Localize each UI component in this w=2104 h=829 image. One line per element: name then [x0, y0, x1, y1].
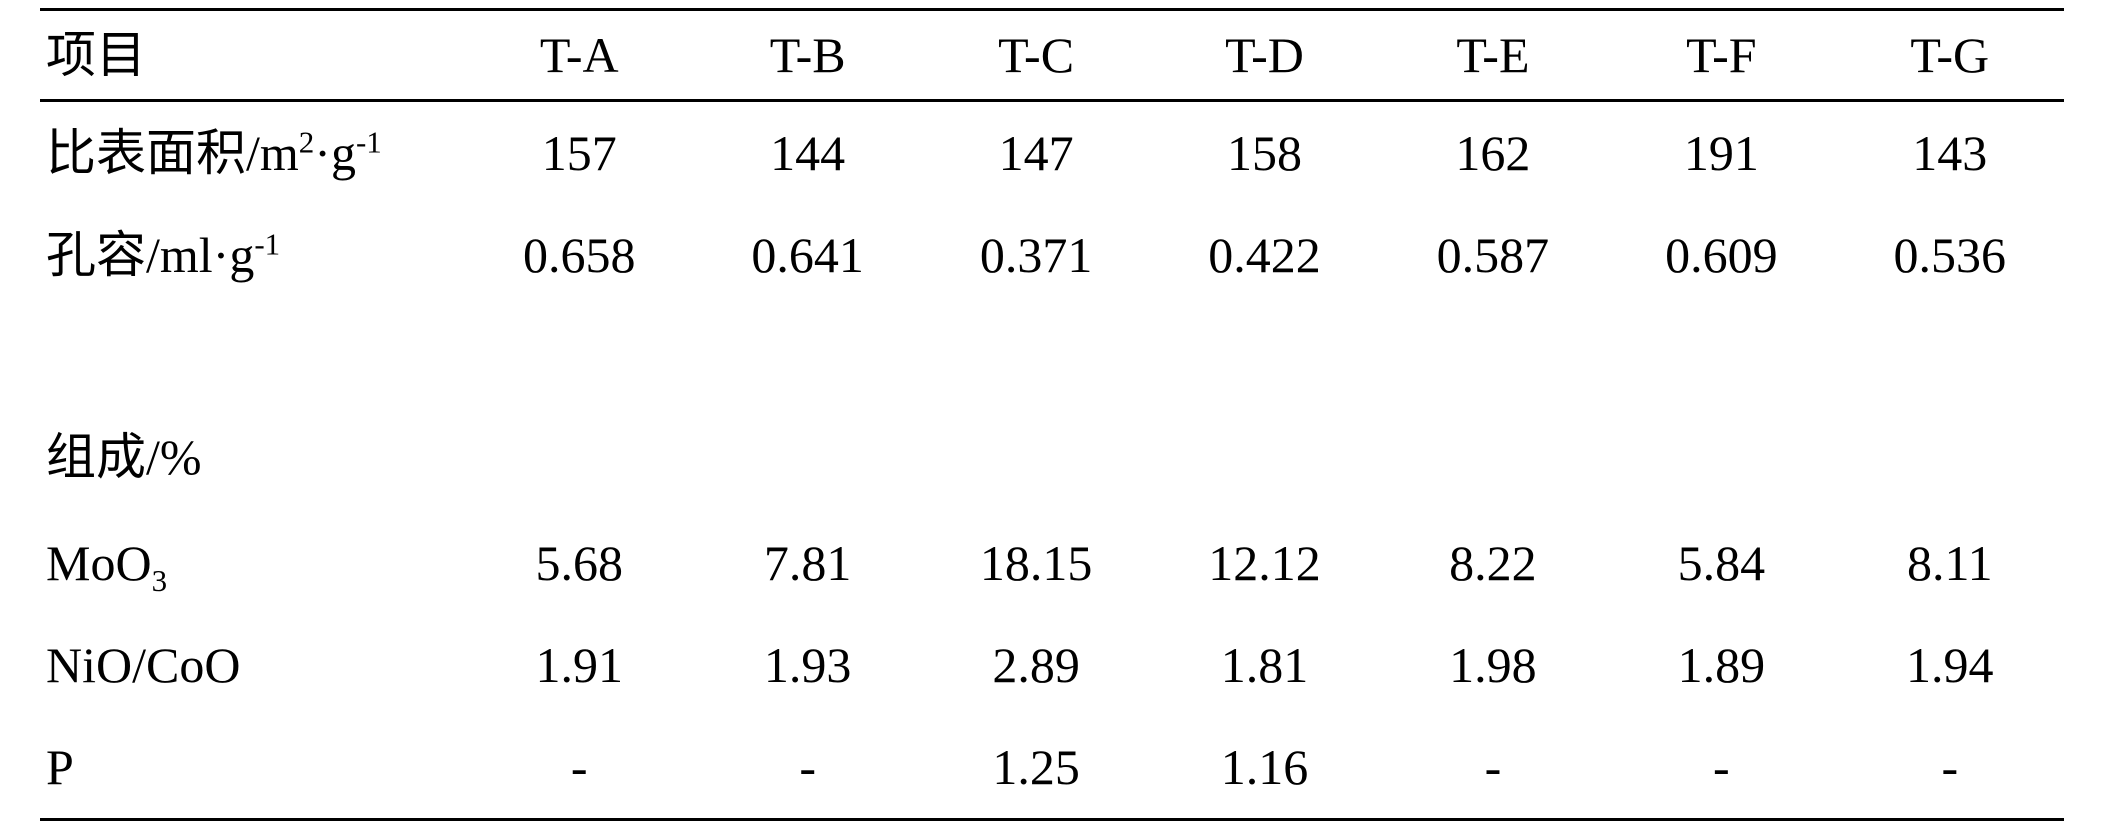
column-header-te: T-E — [1379, 10, 1607, 101]
column-header-tb: T-B — [693, 10, 921, 101]
table-cell: 1.81 — [1150, 614, 1378, 716]
table-cell: 1.16 — [1150, 716, 1378, 820]
row-label-nio-coo: NiO/CoO — [40, 614, 465, 716]
table-cell: 12.12 — [1150, 512, 1378, 614]
table-cell: 147 — [922, 101, 1150, 205]
row-label-p: P — [40, 716, 465, 820]
table-row: 比表面积/m2·g-1 157 144 147 158 162 191 143 — [40, 101, 2064, 205]
table-cell: 7.81 — [693, 512, 921, 614]
table-row: 孔容/ml·g-1 0.658 0.641 0.371 0.422 0.587 … — [40, 204, 2064, 306]
table-cell: - — [693, 716, 921, 820]
table-cell: 0.371 — [922, 204, 1150, 306]
table-cell: - — [1836, 716, 2064, 820]
table-cell: 1.89 — [1607, 614, 1835, 716]
table-cell: 5.68 — [465, 512, 693, 614]
table-cell-empty — [1150, 306, 1378, 512]
table-cell: 0.587 — [1379, 204, 1607, 306]
table-cell-empty — [1836, 306, 2064, 512]
column-header-ta: T-A — [465, 10, 693, 101]
column-header-td: T-D — [1150, 10, 1378, 101]
table-cell-empty — [465, 306, 693, 512]
table-cell: 1.25 — [922, 716, 1150, 820]
table-cell: 1.93 — [693, 614, 921, 716]
row-label-moo3: MoO3 — [40, 512, 465, 614]
column-header-item: 项目 — [40, 10, 465, 101]
column-header-tg: T-G — [1836, 10, 2064, 101]
table-cell: 0.641 — [693, 204, 921, 306]
table-cell-empty — [1379, 306, 1607, 512]
table-cell-empty — [922, 306, 1150, 512]
column-header-tf: T-F — [1607, 10, 1835, 101]
table-header-row: 项目 T-A T-B T-C T-D T-E T-F T-G — [40, 10, 2064, 101]
table-section-row: 组成/% — [40, 306, 2064, 512]
table-cell: 0.658 — [465, 204, 693, 306]
row-label-composition: 组成/% — [40, 306, 465, 512]
table-row: P - - 1.25 1.16 - - - — [40, 716, 2064, 820]
row-label-surface-area: 比表面积/m2·g-1 — [40, 101, 465, 205]
row-label-pore-volume: 孔容/ml·g-1 — [40, 204, 465, 306]
table-cell: 0.422 — [1150, 204, 1378, 306]
table-cell: - — [465, 716, 693, 820]
table-cell: 158 — [1150, 101, 1378, 205]
table-cell: 8.11 — [1836, 512, 2064, 614]
table-cell: 143 — [1836, 101, 2064, 205]
table-cell: 157 — [465, 101, 693, 205]
table-cell: - — [1379, 716, 1607, 820]
table-row: NiO/CoO 1.91 1.93 2.89 1.81 1.98 1.89 1.… — [40, 614, 2064, 716]
table-cell: 162 — [1379, 101, 1607, 205]
table-cell-empty — [1607, 306, 1835, 512]
table-cell: 18.15 — [922, 512, 1150, 614]
catalyst-property-table: 项目 T-A T-B T-C T-D T-E T-F T-G 比表面积/m2·g… — [0, 0, 2104, 829]
column-header-tc: T-C — [922, 10, 1150, 101]
table-cell: - — [1607, 716, 1835, 820]
table-cell: 1.91 — [465, 614, 693, 716]
table-row: MoO3 5.68 7.81 18.15 12.12 8.22 5.84 8.1… — [40, 512, 2064, 614]
table-cell: 191 — [1607, 101, 1835, 205]
table-cell: 144 — [693, 101, 921, 205]
table-cell-empty — [693, 306, 921, 512]
table-cell: 0.609 — [1607, 204, 1835, 306]
table-cell: 1.98 — [1379, 614, 1607, 716]
table-cell: 2.89 — [922, 614, 1150, 716]
table-cell: 5.84 — [1607, 512, 1835, 614]
table-cell: 8.22 — [1379, 512, 1607, 614]
table-cell: 1.94 — [1836, 614, 2064, 716]
table-cell: 0.536 — [1836, 204, 2064, 306]
data-table: 项目 T-A T-B T-C T-D T-E T-F T-G 比表面积/m2·g… — [40, 8, 2064, 821]
